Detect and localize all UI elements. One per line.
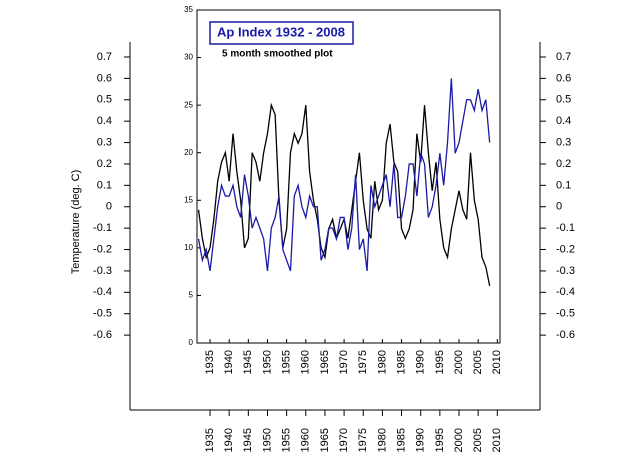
x-tick-label: 2000 <box>453 350 465 374</box>
y2-tick-label-left: 0.5 <box>97 94 112 106</box>
y2-tick-label-left: 0.1 <box>97 179 112 191</box>
x-tick-label: 1995 <box>434 350 446 374</box>
y2-tick-label-left: -0.1 <box>93 222 112 234</box>
y2-tick-label-left: -0.6 <box>93 329 112 341</box>
x-tick-label-outer: 1975 <box>357 428 369 452</box>
y2-tick-label-right: -0.2 <box>556 243 575 255</box>
x-tick-label: 1960 <box>300 350 312 374</box>
x-tick-label: 1980 <box>376 350 388 374</box>
x-tick-label: 1950 <box>261 350 273 374</box>
y2-tick-label-left: -0.2 <box>93 243 112 255</box>
x-tick-label-outer: 1970 <box>338 428 350 452</box>
x-tick-label: 1945 <box>242 350 254 374</box>
x-tick-label-outer: 1985 <box>395 428 407 452</box>
x-tick-label-outer: 1965 <box>319 428 331 452</box>
y2-tick-label-left: 0 <box>106 201 112 213</box>
y-tick-label: 35 <box>184 5 193 14</box>
x-tick-label: 2010 <box>491 350 503 374</box>
y2-tick-label-right: 0.4 <box>556 115 571 127</box>
y-tick-label: 15 <box>184 195 193 204</box>
y-tick-label: 5 <box>189 291 194 300</box>
y2-tick-label-right: 0.1 <box>556 179 571 191</box>
x-tick-label-outer: 2005 <box>472 428 484 452</box>
x-tick-label: 1975 <box>357 350 369 374</box>
x-tick-label-outer: 2010 <box>491 428 503 452</box>
y-tick-label: 0 <box>189 338 194 347</box>
y2-tick-label-right: -0.1 <box>556 222 575 234</box>
y2-tick-label-right: 0.2 <box>556 158 571 170</box>
x-tick-label-outer: 2000 <box>453 428 465 452</box>
y2-tick-label-right: 0 <box>556 201 562 213</box>
title-box <box>209 21 354 45</box>
y2-tick-label-left: -0.4 <box>93 286 112 298</box>
y2-tick-label-right: 0.6 <box>556 72 571 84</box>
y2-tick-label-right: -0.5 <box>556 308 575 320</box>
x-tick-label: 1970 <box>338 350 350 374</box>
inner-plot <box>196 9 501 344</box>
x-tick-label-outer: 1940 <box>223 428 235 452</box>
y2-tick-label-left: 0.7 <box>97 51 112 63</box>
x-tick-label-outer: 1960 <box>300 428 312 452</box>
x-tick-label-outer: 1995 <box>434 428 446 452</box>
x-tick-label: 1965 <box>319 350 331 374</box>
y2-tick-label-left: 0.2 <box>97 158 112 170</box>
x-tick-label-outer: 1950 <box>261 428 273 452</box>
y-tick-label: 30 <box>184 53 193 62</box>
y2-tick-label-right: 0.5 <box>556 94 571 106</box>
x-tick-label: 1985 <box>395 350 407 374</box>
chart-title: Ap Index 1932 - 2008 <box>217 24 345 39</box>
y-axis-label: Temperature (deg. C) <box>70 170 82 275</box>
chart-subtitle: 5 month smoothed plot <box>222 49 333 60</box>
x-tick-label: 2005 <box>472 350 484 374</box>
x-tick-label-outer: 1980 <box>376 428 388 452</box>
y2-tick-label-left: 0.4 <box>97 115 112 127</box>
y2-tick-label-right: 0.7 <box>556 51 571 63</box>
y2-tick-label-right: -0.6 <box>556 329 575 341</box>
y-tick-label: 10 <box>184 243 193 252</box>
y2-tick-label-right: 0.3 <box>556 136 571 148</box>
y2-tick-label-left: 0.3 <box>97 136 112 148</box>
x-tick-label-outer: 1935 <box>204 428 216 452</box>
y2-tick-label-left: 0.6 <box>97 72 112 84</box>
y2-tick-label-right: -0.3 <box>556 265 575 277</box>
y-tick-label: 20 <box>184 148 193 157</box>
series-line <box>197 78 491 272</box>
x-tick-label: 1940 <box>223 350 235 374</box>
y-tick-label: 25 <box>184 100 193 109</box>
x-tick-label: 1955 <box>281 350 293 374</box>
x-tick-label: 1935 <box>204 350 216 374</box>
x-tick-label-outer: 1990 <box>415 428 427 452</box>
y2-tick-label-left: -0.5 <box>93 308 112 320</box>
x-tick-label-outer: 1945 <box>242 428 254 452</box>
y2-tick-label-right: -0.4 <box>556 286 575 298</box>
x-tick-label: 1990 <box>415 350 427 374</box>
y2-tick-label-left: -0.3 <box>93 265 112 277</box>
x-tick-label-outer: 1955 <box>281 428 293 452</box>
